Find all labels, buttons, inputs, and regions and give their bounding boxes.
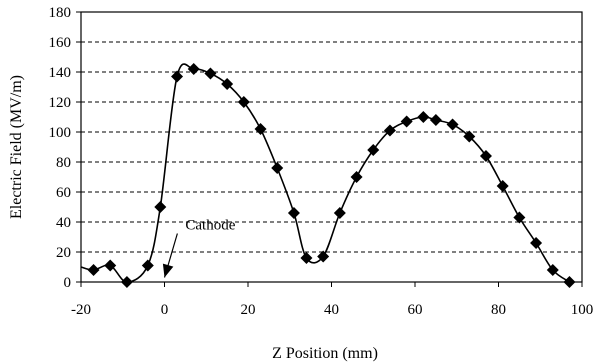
data-point-26 [513, 211, 526, 224]
y-tick-labels: 0 20 40 60 80 100 120 140 160 180 [49, 5, 72, 291]
data-point-27 [530, 237, 543, 249]
x-tick-label: 0 [161, 302, 169, 318]
y-tick-label: 20 [56, 245, 71, 261]
data-point-5 [171, 70, 184, 83]
x-tick-label: -20 [71, 302, 91, 318]
y-tick-label: 160 [49, 35, 72, 51]
data-point-13 [300, 252, 313, 264]
data-point-28 [546, 264, 559, 276]
x-tick-label: 40 [324, 302, 339, 318]
data-point-3 [141, 259, 154, 272]
data-point-18 [383, 124, 396, 137]
data-point-23 [463, 130, 476, 143]
data-point-1 [104, 259, 117, 272]
data-point-19 [400, 115, 413, 128]
annotation-layer: Cathode [162, 218, 236, 278]
x-axis-title: Z Position (mm) [272, 345, 378, 362]
data-point-8 [221, 78, 234, 90]
y-axis-title: Electric Field (MV/m) [8, 75, 25, 219]
annotation-arrow-head [162, 263, 174, 278]
x-tick-label: 20 [241, 302, 256, 318]
data-point-9 [237, 96, 250, 108]
data-point-20 [417, 111, 430, 123]
data-point-11 [271, 162, 284, 174]
x-tick-label: 100 [571, 302, 594, 318]
data-point-12 [287, 207, 300, 219]
y-tick-label: 100 [49, 125, 72, 141]
axes [76, 11, 583, 287]
y-tick-label: 80 [56, 155, 71, 171]
grid-lines [81, 11, 582, 253]
data-point-6 [187, 63, 200, 75]
data-point-0 [87, 264, 100, 276]
data-point-21 [429, 114, 442, 126]
data-point-14 [317, 250, 330, 263]
data-point-17 [367, 144, 380, 156]
y-tick-label: 120 [49, 95, 72, 111]
data-point-10 [254, 123, 267, 135]
x-tick-label: 80 [491, 302, 506, 318]
x-tick-labels: -20 0 20 40 60 80 100 [71, 302, 593, 318]
data-point-4 [154, 201, 167, 213]
data-point-15 [333, 207, 346, 219]
marker-layer [87, 63, 576, 288]
curve-layer [80, 63, 570, 283]
x-tick-label: 60 [408, 302, 423, 318]
data-point-16 [350, 171, 363, 183]
plot-frame [80, 11, 583, 283]
y-tick-label: 0 [64, 275, 72, 291]
y-tick-label: 180 [49, 5, 72, 21]
annotation-label: Cathode [185, 218, 235, 234]
field-curve [80, 63, 570, 283]
y-tick-label: 60 [56, 185, 71, 201]
data-point-24 [479, 150, 492, 162]
data-point-22 [446, 118, 459, 131]
y-tick-label: 140 [49, 65, 72, 81]
y-tick-label: 40 [56, 215, 71, 231]
data-point-7 [204, 67, 217, 80]
data-point-25 [496, 180, 509, 192]
